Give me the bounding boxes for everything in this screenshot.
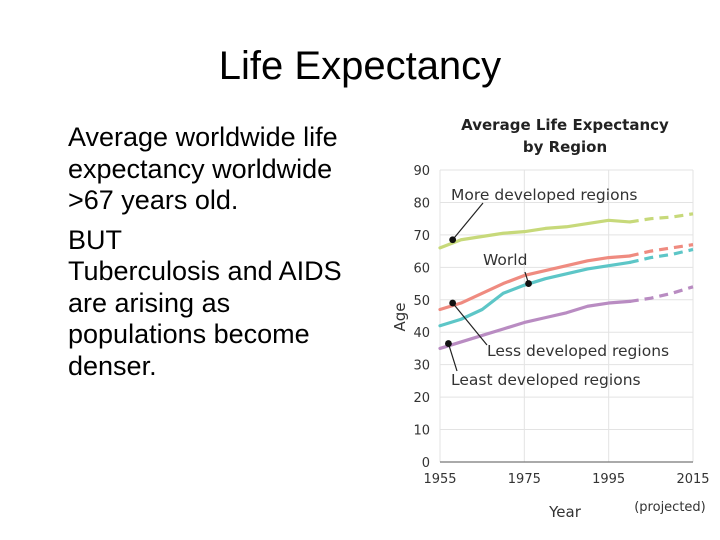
leader-line-least-developed-regions [447,343,458,372]
life-expectancy-chart: Average Life Expectancy by Region 0 10 20 3… [391,116,710,521]
series-projection-least-developed-regions [629,285,694,303]
y-tick-label-60: 60 [413,261,430,276]
chart-title-line-1: Average Life Expectancy [461,116,669,134]
chart-title-line-2: by Region [523,138,607,156]
slide-body: Average worldwide life expectancy worldw… [68,122,368,390]
chart-annotations: More developed regions World Less develope… [445,186,669,389]
y-tick-label-50: 50 [413,294,430,309]
annotation-label-least-developed-regions: Least developed regions [451,371,641,389]
paragraph-but: BUT [68,224,122,255]
leader-line-less-developed-regions [452,302,488,346]
annotation-label-world: World [483,251,527,269]
annotation-label-less-developed-regions: Less developed regions [487,342,669,360]
y-tick-label-90: 90 [413,164,430,179]
series-projection-world [629,243,694,258]
x-tick-label-1995: 1995 [592,472,625,487]
series-line-more-developed-regions [438,218,632,250]
series-line-less-developed-regions [438,260,632,328]
chart-grid [439,169,694,463]
annotation-dot-more-developed-regions [449,236,457,244]
chart-axes: 0 10 20 30 40 50 60 70 80 90 1955 1975 1995 2015 [413,164,709,487]
paragraph-life-expectancy: Average worldwide life expectancy worldw… [68,122,338,215]
y-axis-label: Age [391,302,409,331]
series-projection-more-developed-regions [629,212,694,224]
slide-title: Life Expectancy [218,44,502,88]
y-tick-label-30: 30 [413,359,430,374]
x-axis-label: Year [548,503,582,521]
annotation-dot-world [525,280,532,287]
x-tick-label-1975: 1975 [508,472,541,487]
x-tick-label-2015: 2015 [676,472,709,487]
y-tick-label-40: 40 [413,326,430,341]
chart-series [438,212,694,351]
y-tick-label-80: 80 [413,196,430,211]
projected-label: (projected) [634,500,706,515]
annotation-label-more-developed-regions: More developed regions [451,186,637,204]
annotation-dot-less-developed-regions [449,299,457,307]
series-projection-less-developed-regions [629,247,694,265]
y-tick-label-0: 0 [422,456,430,471]
y-tick-label-10: 10 [413,424,430,439]
paragraph-diseases: Tuberculosis and AIDS are arising as pop… [68,256,342,381]
annotation-dot-least-developed-regions [445,340,452,347]
series-line-least-developed-regions [438,299,632,351]
series-line-world [438,254,632,312]
x-tick-label-1955: 1955 [423,472,456,487]
y-tick-label-20: 20 [413,391,430,406]
leader-line-more-developed-regions [452,202,484,241]
y-tick-label-70: 70 [413,229,430,244]
